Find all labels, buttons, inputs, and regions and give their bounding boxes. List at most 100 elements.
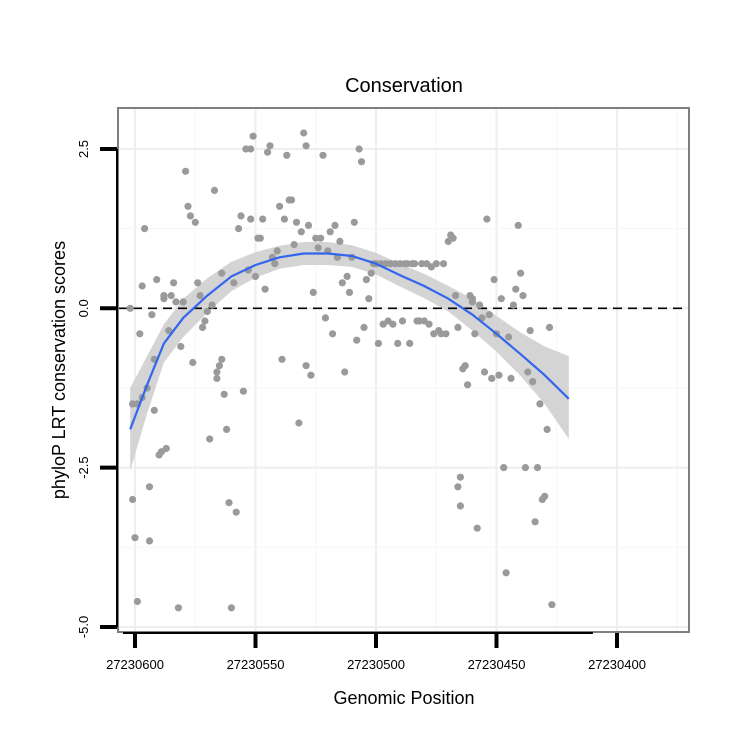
data-point: [483, 215, 491, 223]
data-point: [179, 298, 187, 306]
data-point: [473, 524, 481, 532]
data-point: [355, 145, 363, 153]
data-point: [314, 244, 322, 252]
data-point: [210, 186, 219, 194]
x-tick-label: 27230500: [347, 657, 405, 672]
data-point: [220, 390, 228, 398]
data-point: [456, 473, 464, 481]
data-point: [406, 339, 414, 347]
data-point: [304, 221, 313, 229]
data-point: [394, 339, 402, 347]
data-point: [338, 279, 346, 287]
data-point: [521, 464, 530, 472]
data-point: [206, 435, 214, 443]
data-point: [389, 320, 397, 328]
data-point: [495, 371, 503, 379]
data-point: [343, 272, 351, 280]
data-point: [326, 228, 334, 236]
y-axis-label: phyloP LRT conservation scores: [49, 241, 69, 499]
data-point: [218, 269, 226, 277]
data-point: [172, 298, 180, 306]
data-point: [514, 221, 522, 229]
data-point: [266, 142, 274, 150]
grid-lines: [118, 108, 689, 632]
data-point: [259, 215, 267, 223]
data-point: [480, 368, 489, 376]
data-point: [509, 301, 517, 309]
data-point: [131, 534, 139, 542]
data-point: [239, 387, 247, 395]
data-point: [145, 483, 154, 491]
data-point: [512, 285, 520, 293]
data-point: [319, 151, 327, 159]
y-axis: -5.0 -2.5 0.0 2.5: [76, 140, 118, 638]
data-point: [292, 218, 301, 226]
data-point: [215, 362, 223, 370]
data-point: [350, 218, 358, 226]
data-point: [439, 260, 448, 268]
data-point: [456, 502, 464, 510]
data-point: [295, 419, 303, 427]
data-point: [353, 336, 361, 344]
data-point: [280, 215, 288, 223]
data-point: [184, 202, 192, 210]
data-point: [526, 327, 534, 335]
x-tick-label: 27230450: [468, 657, 526, 672]
data-point: [302, 142, 310, 150]
x-tick-label: 27230600: [106, 657, 164, 672]
data-point: [225, 499, 233, 507]
data-point: [247, 145, 255, 153]
y-tick-label: -5.0: [76, 616, 91, 638]
data-point: [329, 330, 337, 338]
data-point: [471, 330, 479, 338]
data-point: [170, 279, 178, 287]
data-point: [425, 320, 433, 328]
data-point: [174, 604, 182, 612]
data-point: [237, 212, 245, 220]
data-point: [133, 597, 141, 606]
chart-title: Conservation: [345, 75, 463, 97]
data-point: [367, 269, 375, 277]
data-point: [468, 298, 476, 306]
data-point: [336, 237, 344, 245]
data-point: [165, 327, 173, 335]
data-point: [449, 234, 457, 242]
data-point: [357, 158, 366, 166]
data-point: [362, 276, 370, 284]
data-point: [461, 362, 469, 370]
data-point: [218, 355, 226, 363]
data-point: [502, 569, 510, 577]
data-point: [307, 371, 315, 379]
data-point: [276, 202, 284, 210]
data-point: [454, 483, 462, 491]
data-point: [302, 362, 310, 370]
data-point: [129, 495, 137, 504]
data-point: [160, 292, 168, 300]
smooth-trend-line: [129, 252, 570, 430]
confidence-band: [130, 242, 569, 471]
data-point: [261, 285, 269, 293]
data-point: [278, 355, 286, 363]
data-point: [533, 464, 542, 472]
data-point: [223, 425, 231, 433]
data-point: [297, 228, 305, 236]
data-point: [432, 260, 440, 268]
data-point: [529, 378, 537, 386]
data-point: [232, 508, 240, 516]
data-point: [476, 301, 484, 309]
data-point: [247, 215, 255, 223]
data-point: [541, 492, 549, 500]
y-tick-label: 2.5: [76, 140, 91, 158]
data-point: [548, 601, 556, 609]
data-point: [148, 311, 156, 319]
data-point: [454, 323, 462, 331]
data-point: [177, 342, 185, 351]
data-point: [186, 212, 194, 220]
data-point: [507, 374, 515, 382]
data-point: [208, 301, 216, 309]
data-point: [189, 358, 197, 367]
data-point: [150, 406, 158, 414]
x-axis-label: Genomic Position: [333, 688, 474, 708]
data-point: [442, 330, 450, 338]
